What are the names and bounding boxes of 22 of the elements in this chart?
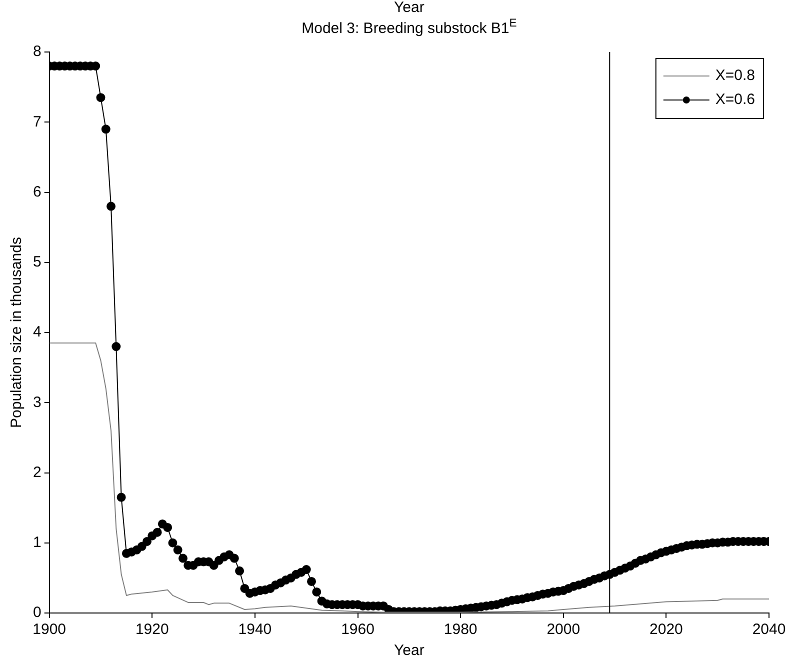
y-tick-label: 5: [33, 254, 42, 271]
x-tick-label: 1980: [444, 621, 478, 638]
y-tick-label: 7: [33, 113, 42, 130]
legend-label: X=0.6: [715, 91, 756, 108]
x-tick-label: 1900: [32, 621, 66, 638]
x-tick-label: 2020: [650, 621, 683, 638]
legend-label: X=0.8: [715, 67, 756, 84]
x-tick-label: 1940: [238, 621, 272, 638]
x-axis-title: Year: [394, 642, 424, 660]
x-tick-label: 2040: [752, 621, 786, 638]
y-tick-label: 0: [33, 604, 42, 622]
y-tick-label: 4: [33, 324, 42, 341]
y-tick-label: 1: [33, 534, 42, 552]
y-tick-label: 2: [33, 464, 42, 481]
x-tick-label: 1920: [135, 621, 169, 638]
y-tick-label: 6: [33, 183, 42, 200]
y-tick-label: 8: [33, 43, 42, 60]
y-axis-title: Population size in thousands: [8, 237, 26, 428]
text: Year: [394, 0, 424, 16]
x-tick-label: 1960: [341, 621, 374, 638]
x-tick-label: 2000: [546, 621, 580, 638]
y-tick-label: 3: [33, 394, 42, 411]
